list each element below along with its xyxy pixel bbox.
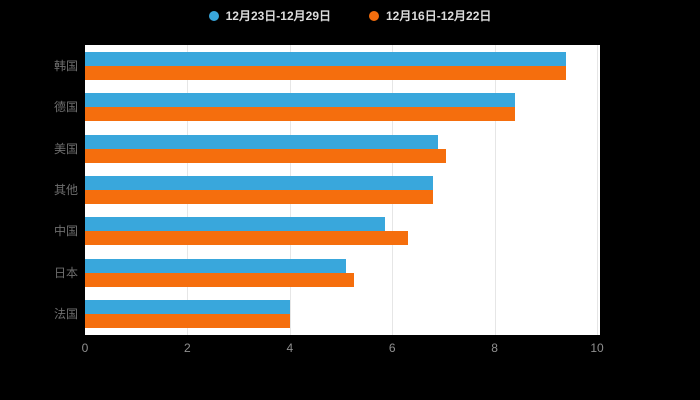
category-label-0: 韩国: [53, 58, 78, 73]
bar-s0-c6[interactable]: [85, 300, 290, 315]
bar-s0-c3[interactable]: [85, 176, 434, 190]
category-label-2: 美国: [53, 141, 78, 156]
x-tick-label-2: 2: [184, 341, 191, 355]
gridline: [494, 45, 496, 335]
bar-s1-c0[interactable]: [85, 65, 567, 80]
legend-label-series2: 12月16日-12月22日: [386, 9, 492, 23]
x-tick-label-4: 4: [286, 341, 294, 355]
category-label-4: 中国: [53, 224, 78, 239]
legend-item-series1[interactable]: 12月23日-12月29日: [208, 7, 331, 24]
legend-label-series1: 12月23日-12月29日: [225, 9, 331, 23]
category-label-1: 德国: [53, 100, 78, 115]
bar-s0-c1[interactable]: [85, 93, 516, 108]
bar-s1-c6[interactable]: [85, 314, 290, 329]
plot-area: [85, 45, 600, 335]
bar-s0-c2[interactable]: [85, 134, 439, 149]
bar-s1-c1[interactable]: [85, 107, 516, 122]
legend-item-series2[interactable]: 12月16日-12月22日: [369, 7, 491, 24]
bar-s1-c4[interactable]: [85, 231, 408, 246]
legend-dot-series1-icon: [208, 10, 219, 21]
bar-s0-c0[interactable]: [85, 51, 567, 66]
category-label-6: 法国: [53, 307, 78, 322]
legend-dot-series2-icon: [369, 10, 379, 21]
category-label-3: 其他: [53, 183, 78, 197]
bar-s1-c3[interactable]: [85, 190, 434, 204]
legend: 12月23日-12月29日 12月16日-12月22日: [0, 7, 700, 24]
bar-s1-c5[interactable]: [85, 272, 354, 287]
gridline: [597, 45, 598, 335]
x-tick-label-6: 6: [388, 341, 396, 355]
bar-s1-c2[interactable]: [85, 148, 446, 163]
bar-s0-c5[interactable]: [85, 258, 347, 273]
category-label-5: 日本: [53, 265, 78, 280]
bar-s0-c4[interactable]: [85, 217, 385, 232]
x-tick-label-10: 10: [590, 341, 604, 355]
x-tick-label-0: 0: [81, 341, 89, 355]
x-tick-label-8: 8: [491, 341, 498, 355]
